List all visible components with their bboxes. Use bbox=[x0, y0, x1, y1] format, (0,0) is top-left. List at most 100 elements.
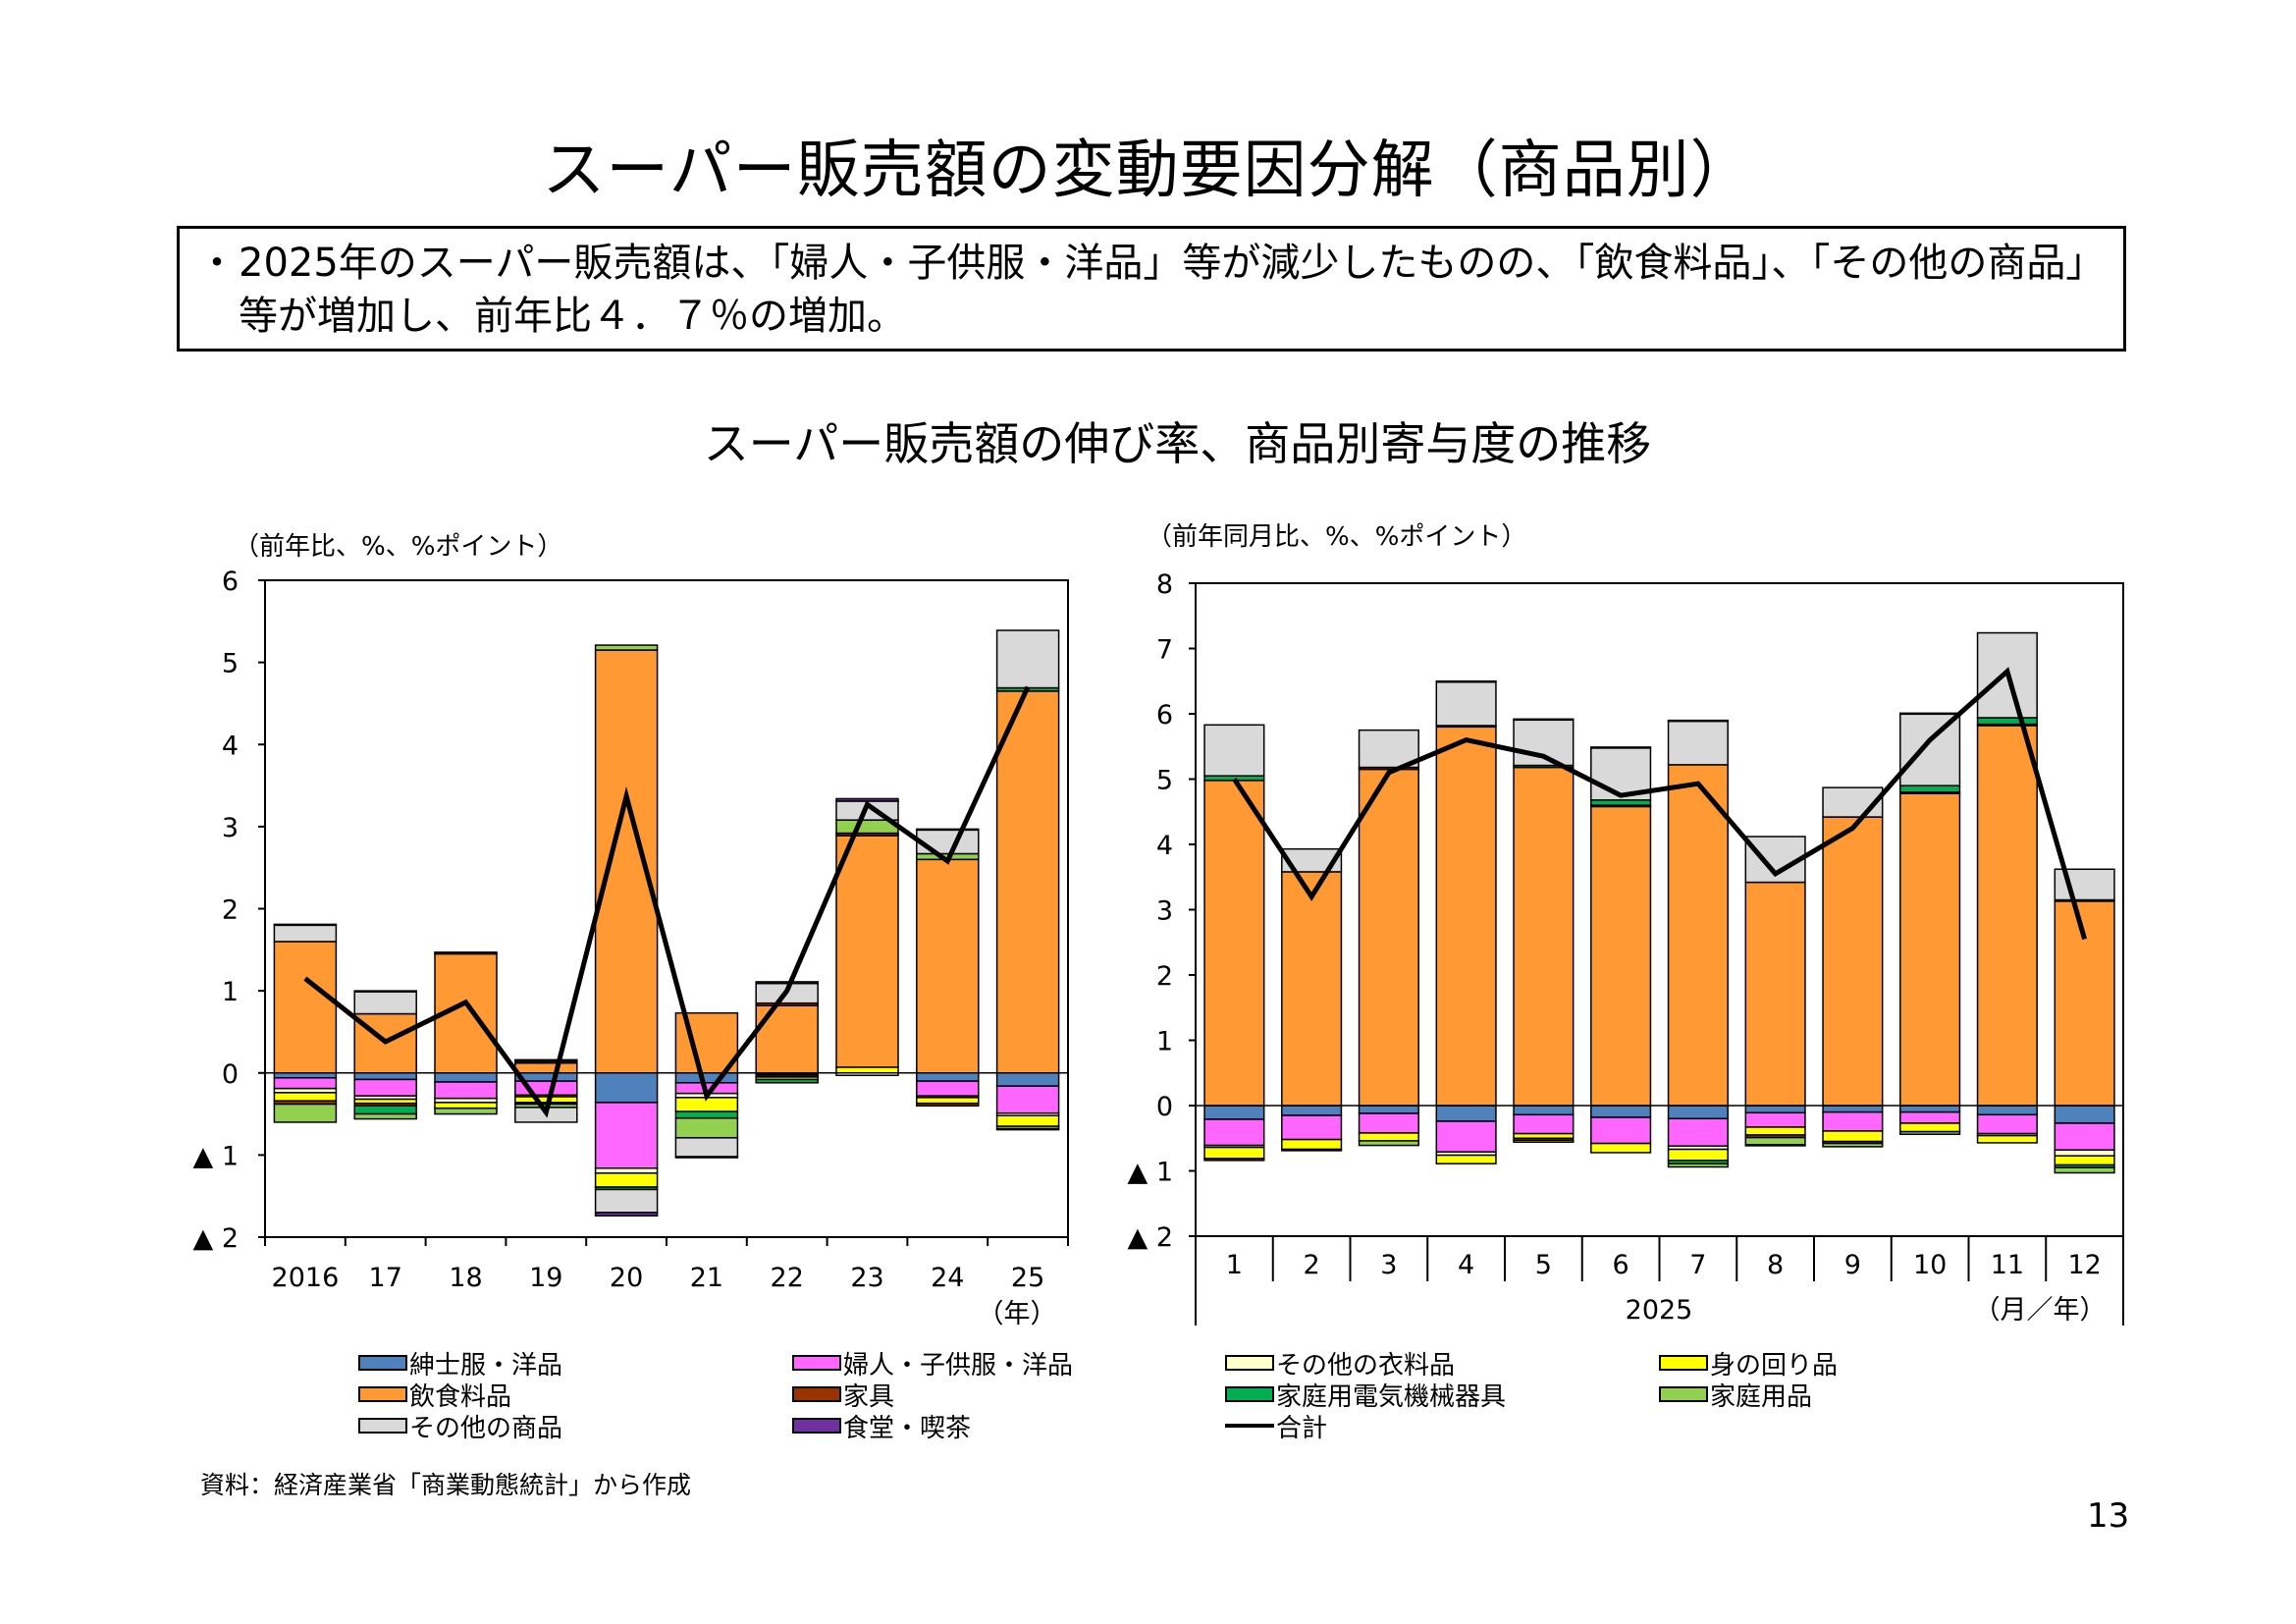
bar-segment bbox=[1976, 1113, 2038, 1135]
bar-segment bbox=[674, 1156, 739, 1159]
bar-segment bbox=[1281, 1138, 1343, 1151]
bar-segment bbox=[594, 1212, 659, 1218]
bar-segment bbox=[434, 1072, 498, 1083]
bar-segment bbox=[1281, 871, 1343, 1107]
bar-segment bbox=[353, 991, 417, 1015]
bar-segment bbox=[1435, 1120, 1497, 1153]
legend-label: 食堂・喫茶 bbox=[843, 1413, 972, 1443]
bar-segment bbox=[1435, 680, 1497, 683]
bar-segment bbox=[594, 649, 659, 1074]
legend-label: 家具 bbox=[843, 1381, 895, 1412]
legend-label: 身の回り品 bbox=[1710, 1350, 1839, 1380]
legend-label: 婦人・子供服・洋品 bbox=[843, 1350, 1074, 1380]
legend-item: 合計 bbox=[1225, 1411, 1327, 1443]
legend-item: 飲食料品 bbox=[358, 1380, 511, 1412]
bar-segment bbox=[916, 828, 980, 832]
bar-segment bbox=[594, 1188, 659, 1214]
bar-segment bbox=[916, 829, 980, 855]
bar-segment bbox=[353, 1072, 417, 1081]
bar-segment bbox=[1667, 1105, 1729, 1120]
bar-segment bbox=[1899, 713, 1961, 786]
x-tick-label: 2016 bbox=[272, 1263, 340, 1293]
bar-segment bbox=[1358, 1105, 1419, 1114]
y-tick-label: 1 bbox=[222, 977, 239, 1007]
bar-segment bbox=[1358, 1112, 1419, 1134]
legend-label: その他の衣料品 bbox=[1276, 1350, 1456, 1380]
y-tick-label: 6 bbox=[1156, 700, 1173, 731]
y-tick-label: 0 bbox=[222, 1059, 239, 1090]
bar-segment bbox=[1203, 1146, 1265, 1160]
legend-label: 家庭用品 bbox=[1710, 1381, 1813, 1412]
bar-segment bbox=[594, 1172, 659, 1188]
bar-segment bbox=[2054, 1122, 2115, 1151]
legend-swatch bbox=[792, 1355, 841, 1371]
y-tick-label: 1 bbox=[1156, 1027, 1173, 1057]
bar-segment bbox=[2054, 1155, 2115, 1166]
y-tick-label: 7 bbox=[1156, 635, 1173, 666]
x-tick-label: 12 bbox=[2067, 1250, 2101, 1280]
legend-swatch bbox=[358, 1418, 407, 1434]
x-tick-label: 4 bbox=[1458, 1250, 1474, 1280]
bar-segment bbox=[1976, 725, 2038, 1107]
legend-label: 紳士服・洋品 bbox=[409, 1350, 563, 1380]
bar-segment bbox=[1976, 1134, 2038, 1144]
x-tick-label: 18 bbox=[449, 1263, 482, 1293]
bar-segment bbox=[1435, 1105, 1497, 1122]
bar-segment bbox=[916, 1080, 980, 1097]
bar-segment bbox=[594, 1072, 659, 1104]
x-tick-label: 6 bbox=[1613, 1250, 1629, 1280]
legend-item: 家庭用品 bbox=[1659, 1380, 1812, 1412]
x-tick-label: 1 bbox=[1226, 1250, 1243, 1280]
bar-segment bbox=[514, 1058, 578, 1062]
y-tick-label: ▲ 2 bbox=[192, 1223, 239, 1254]
legend-swatch bbox=[792, 1418, 841, 1434]
bar-segment bbox=[514, 1061, 578, 1074]
x-tick-label: 11 bbox=[1991, 1250, 2024, 1280]
summary-text: 2025年のスーパー販売額は、「婦人・子供服・洋品」等が減少したものの、「飲食料… bbox=[239, 241, 2086, 339]
bar-segment bbox=[995, 629, 1060, 689]
bar-segment bbox=[273, 1072, 338, 1079]
legend-item: 食堂・喫茶 bbox=[792, 1411, 971, 1443]
bar-segment bbox=[353, 1105, 417, 1115]
y-tick-label: 6 bbox=[222, 567, 239, 597]
bar-segment bbox=[1203, 1158, 1265, 1162]
x-tick-label: 21 bbox=[690, 1263, 723, 1293]
bar-segment bbox=[1435, 726, 1497, 1107]
x-tick-label: 19 bbox=[529, 1263, 562, 1293]
bar-segment bbox=[1203, 780, 1265, 1107]
y-tick-label: 2 bbox=[222, 895, 239, 926]
legend-label: 合計 bbox=[1276, 1413, 1328, 1443]
total-line bbox=[303, 685, 1031, 1118]
bar-segment bbox=[1899, 792, 1961, 1107]
bar-segment bbox=[273, 924, 338, 943]
bar-segment bbox=[1203, 1118, 1265, 1147]
bar-segment bbox=[1513, 718, 1575, 722]
y-axis-label: （前年同月比、%、%ポイント） bbox=[1147, 522, 1526, 552]
bar-segment bbox=[1667, 1117, 1729, 1147]
legend-label: 家庭用電気機械器具 bbox=[1276, 1381, 1507, 1412]
bar-segment bbox=[835, 1066, 899, 1074]
x-tick-label: 9 bbox=[1844, 1250, 1861, 1280]
bar-segment bbox=[1667, 1148, 1729, 1162]
chart-subtitle: スーパー販売額の伸び率、商品別寄与度の推移 bbox=[703, 417, 1652, 470]
bar-segment bbox=[434, 1102, 498, 1110]
bar-segment bbox=[353, 1112, 417, 1120]
bar-segment bbox=[1358, 729, 1419, 769]
bar-segment bbox=[1822, 816, 1884, 1107]
bar-segment bbox=[1667, 764, 1729, 1107]
bar-segment bbox=[1744, 881, 1806, 1107]
y-tick-label: 3 bbox=[1156, 896, 1173, 927]
bar-segment bbox=[674, 1110, 739, 1119]
bar-segment bbox=[1822, 1105, 1884, 1113]
x-tick-label: 10 bbox=[1913, 1250, 1947, 1280]
bar-segment bbox=[1590, 805, 1652, 1107]
legend-item: その他の衣料品 bbox=[1225, 1348, 1456, 1380]
legend-swatch bbox=[358, 1355, 407, 1371]
source-note: 資料：経済産業省「商業動態統計」から作成 bbox=[200, 1471, 692, 1499]
x-tick-label: 25 bbox=[1011, 1263, 1044, 1293]
bar-segment bbox=[916, 1097, 980, 1105]
bar-segment bbox=[594, 1102, 659, 1169]
bar-segment bbox=[434, 951, 498, 955]
